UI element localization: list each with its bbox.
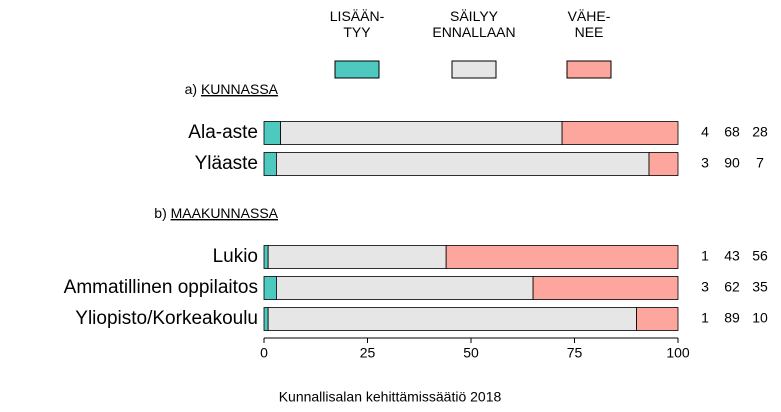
bar-segment <box>263 152 277 176</box>
bar-segment <box>263 245 269 269</box>
value-label: 1 <box>701 248 709 264</box>
value-label: 3 <box>701 279 709 295</box>
legend-label: LISÄÄN- TYY <box>329 8 385 40</box>
bar-segment <box>648 152 679 176</box>
value-label: 4 <box>701 124 709 140</box>
x-tick-label: 0 <box>260 345 268 361</box>
x-tick-label: 25 <box>360 345 376 361</box>
group-label: b) MAAKUNNASSA <box>154 205 278 221</box>
legend-swatch <box>334 60 380 79</box>
value-label: 56 <box>752 248 768 264</box>
bar-segment <box>276 152 650 176</box>
bar-segment <box>280 121 563 145</box>
bar-segment <box>267 245 447 269</box>
bar-segment <box>532 276 679 300</box>
category-label: Ala-aste <box>188 122 258 143</box>
group-label: a) KUNNASSA <box>185 81 279 97</box>
category-label: Lukio <box>213 246 258 267</box>
group-letter: b) <box>154 205 166 221</box>
group-letter: a) <box>185 81 197 97</box>
bar-segment <box>445 245 679 269</box>
legend-label: VÄHE- NEE <box>567 8 611 40</box>
legend-label: SÄILYY ENNALLAAN <box>432 8 516 40</box>
legend-swatch <box>451 60 497 79</box>
value-label: 1 <box>701 310 709 326</box>
group-name: MAAKUNNASSA <box>171 205 279 221</box>
value-label: 10 <box>752 310 768 326</box>
category-label: Yliopisto/Korkeakoulu <box>75 308 258 329</box>
legend-swatch <box>566 60 612 79</box>
source: Kunnallisalan kehittämissäätiö 2018 <box>279 389 502 405</box>
bar-segment <box>263 121 281 145</box>
value-label: 62 <box>724 279 740 295</box>
value-label: 35 <box>752 279 768 295</box>
bar-segment <box>276 276 534 300</box>
bar-segment <box>636 307 679 331</box>
category-label: Yläaste <box>195 153 258 174</box>
value-label: 68 <box>724 124 740 140</box>
group-name: KUNNASSA <box>201 81 279 97</box>
value-label: 89 <box>724 310 740 326</box>
value-label: 43 <box>724 248 740 264</box>
bar-segment <box>263 307 269 331</box>
x-tick-label: 100 <box>666 345 690 361</box>
value-label: 90 <box>724 155 740 171</box>
bar-segment <box>263 276 277 300</box>
value-label: 28 <box>752 124 768 140</box>
bar-segment <box>561 121 679 145</box>
x-tick-label: 50 <box>463 345 479 361</box>
category-label: Ammatillinen oppilaitos <box>64 277 258 298</box>
bar-segment <box>267 307 638 331</box>
value-label: 3 <box>701 155 709 171</box>
x-tick-label: 75 <box>567 345 583 361</box>
value-label: 7 <box>756 155 764 171</box>
